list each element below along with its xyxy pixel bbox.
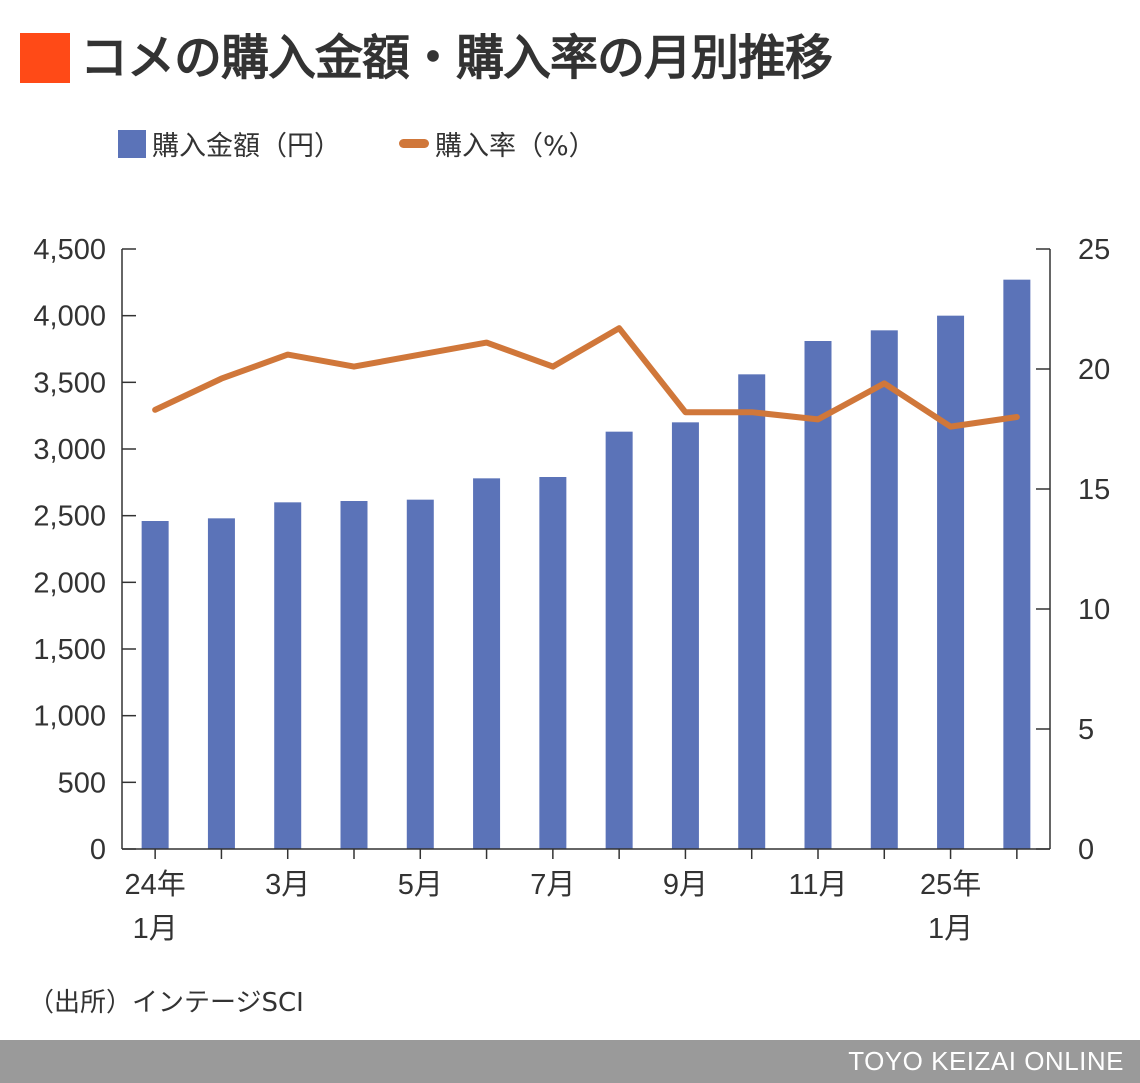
x-tick-label: 1月 (928, 913, 973, 945)
chart-plot: 0 500 1,000 1,500 2,000 2,500 3,000 3,500 4,000 4… (33, 234, 1110, 945)
bar (207, 518, 235, 849)
title-marker (20, 33, 70, 83)
bar (804, 341, 832, 849)
right-tick-label: 15 (1078, 474, 1110, 506)
x-tick-label: 24年 (125, 868, 186, 901)
x-tick-label: 1月 (133, 913, 178, 945)
left-tick-label: 2,500 (33, 501, 106, 533)
line-point (684, 411, 686, 413)
legend-line-label: 購入率（%） (435, 131, 596, 162)
bar (870, 330, 898, 849)
legend-bar-swatch (118, 129, 146, 158)
line-point (618, 327, 620, 329)
footer-brand: TOYO KEIZAI ONLINE (848, 1046, 1124, 1076)
right-tick-label: 5 (1078, 714, 1094, 746)
legend-bar-label: 購入金額（円） (152, 131, 341, 162)
left-tick-label: 4,000 (33, 301, 106, 333)
line-point (552, 366, 554, 368)
bar (340, 501, 368, 849)
left-tick-label: 3,500 (33, 367, 106, 399)
bar (1003, 279, 1031, 850)
bar (141, 521, 169, 849)
x-tick-label: 25年 (920, 868, 981, 901)
line-point (220, 378, 222, 380)
line-point (883, 382, 885, 384)
line-point (419, 354, 421, 356)
line-point (817, 418, 819, 420)
bar (605, 431, 633, 849)
line-point (486, 342, 488, 344)
right-tick-label: 0 (1078, 834, 1094, 866)
right-tick-label: 10 (1078, 594, 1110, 626)
right-tick-label: 20 (1078, 354, 1110, 386)
footer-bar: TOYO KEIZAI ONLINE (0, 1040, 1140, 1083)
line-point (353, 366, 355, 368)
chart-title: コメの購入金額・購入率の月別推移 (80, 30, 833, 86)
left-tick-label: 3,000 (33, 434, 106, 466)
line-point (154, 409, 156, 411)
left-tick-label: 0 (90, 834, 106, 866)
source-note: （出所）インテージSCI (28, 988, 304, 1018)
bar (473, 478, 501, 849)
bar (274, 502, 302, 849)
x-tick-label: 9月 (663, 869, 708, 901)
line-point (287, 354, 289, 356)
legend-item-line: 購入率（%） (399, 124, 596, 163)
bar (406, 499, 434, 849)
left-tick-label: 4,500 (33, 234, 106, 266)
line-point (1016, 416, 1018, 418)
bar (539, 477, 567, 849)
x-tick-label: 7月 (530, 869, 575, 901)
bar (671, 422, 699, 849)
bar (738, 374, 766, 849)
left-tick-label: 1,000 (33, 701, 106, 733)
x-tick-label: 3月 (265, 869, 310, 901)
legend-line-swatch (399, 139, 429, 148)
line-point (950, 426, 952, 428)
line-point (751, 411, 753, 413)
line-series (152, 325, 1020, 430)
left-tick-label: 1,500 (33, 634, 106, 666)
bar (937, 315, 965, 850)
title-block: コメの購入金額・購入率の月別推移 (20, 30, 833, 86)
x-tick-label: 11月 (788, 869, 847, 901)
legend: 購入金額（円） 購入率（%） (118, 124, 596, 163)
right-tick-label: 25 (1078, 234, 1110, 266)
legend-item-bar: 購入金額（円） (118, 124, 341, 163)
x-tick-label: 5月 (398, 869, 443, 901)
left-tick-label: 500 (58, 767, 106, 799)
left-tick-label: 2,000 (33, 567, 106, 599)
